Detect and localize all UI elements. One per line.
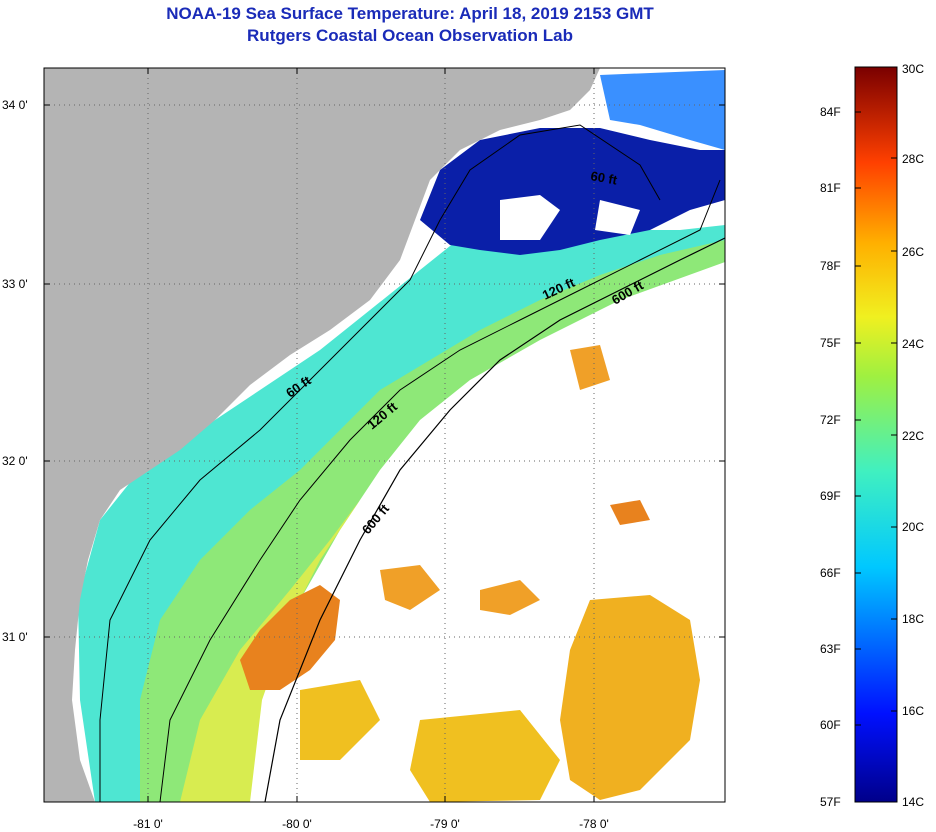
colorbar-c-label: 20C xyxy=(902,520,924,534)
lon-label-81: -81 0' xyxy=(133,817,163,831)
colorbar-ticks xyxy=(855,111,897,726)
axis-ticks xyxy=(44,68,725,802)
warm-patch-3 xyxy=(560,595,700,800)
colorbar-f-label: 72F xyxy=(820,413,841,427)
contour-label-60-north: 60 ft xyxy=(589,168,619,188)
colorbar-f-label: 81F xyxy=(820,181,841,195)
contour-120ft xyxy=(159,179,721,802)
lat-label-33: 33 0' xyxy=(2,277,28,291)
grid-lines xyxy=(44,68,725,802)
colorbar-c-label: 18C xyxy=(902,612,924,626)
lat-label-34: 34 0' xyxy=(2,98,28,112)
land xyxy=(44,68,600,802)
colorbar-f-label: 84F xyxy=(820,105,841,119)
warm-patch-6 xyxy=(610,500,650,525)
chart-title: NOAA-19 Sea Surface Temperature: April 1… xyxy=(166,4,654,23)
colorbar-c-label: 30C xyxy=(902,62,924,76)
warm-patch-8 xyxy=(300,680,380,760)
lon-label-79: -79 0' xyxy=(430,817,460,831)
cold-water-edge xyxy=(600,70,725,150)
map-border xyxy=(43,67,726,803)
colorbar-c-label: 28C xyxy=(902,152,924,166)
colorbar-f-label: 66F xyxy=(820,566,841,580)
colorbar-c-label: 16C xyxy=(902,704,924,718)
warm-patch-4 xyxy=(410,710,560,802)
colorbar-f-label: 60F xyxy=(820,718,841,732)
map-frame xyxy=(44,68,725,802)
colorbar-f-label: 57F xyxy=(820,795,841,809)
cold-water xyxy=(420,128,725,255)
colorbar-f-label: 63F xyxy=(820,642,841,656)
chart-subtitle: Rutgers Coastal Ocean Observation Lab xyxy=(247,26,573,45)
contour-60ft xyxy=(99,124,661,802)
colorbar-c-label: 24C xyxy=(902,337,924,351)
colorbar-f-label: 78F xyxy=(820,259,841,273)
colorbar xyxy=(854,66,898,803)
warm-patch-2 xyxy=(380,565,440,610)
warm-patch-7 xyxy=(480,580,540,615)
lon-label-80: -80 0' xyxy=(282,817,312,831)
colorbar-f-label: 69F xyxy=(820,489,841,503)
colorbar-c-label: 26C xyxy=(902,245,924,259)
lat-label-31: 31 0' xyxy=(2,630,28,644)
colorbar-c-label: 22C xyxy=(902,429,924,443)
warm-patch-5 xyxy=(570,345,610,390)
colorbar-f-label: 75F xyxy=(820,336,841,350)
colorbar-c-label: 14C xyxy=(902,795,924,809)
lat-label-32: 32 0' xyxy=(2,454,28,468)
contour-600ft xyxy=(264,237,725,802)
lon-label-78: -78 0' xyxy=(579,817,609,831)
